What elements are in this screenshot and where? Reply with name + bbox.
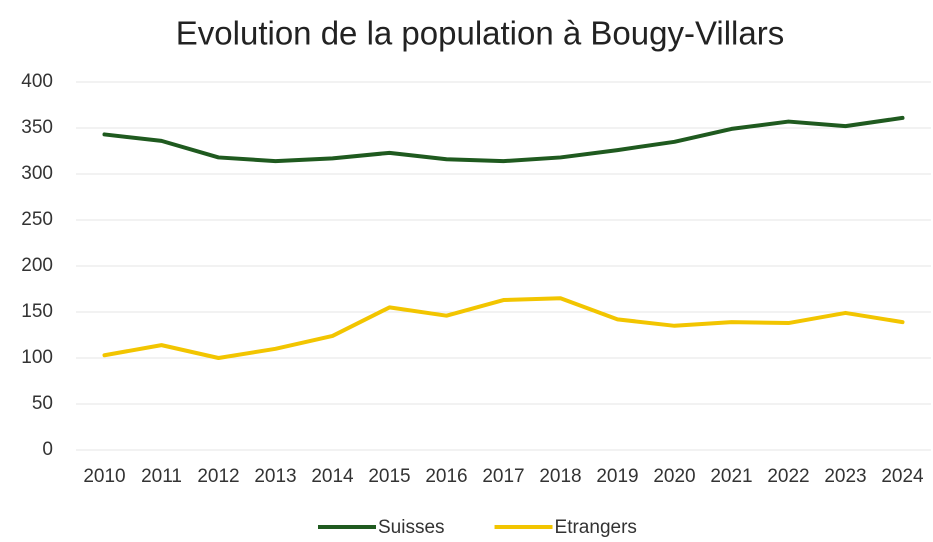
x-tick-label: 2011 (141, 466, 182, 487)
x-tick-label: 2016 (425, 466, 467, 487)
y-tick-label: 300 (21, 163, 53, 184)
x-tick-label: 2015 (368, 466, 410, 487)
chart-title: Evolution de la population à Bougy-Villa… (176, 15, 784, 52)
x-tick-label: 2022 (767, 466, 809, 487)
x-tick-label: 2019 (596, 466, 638, 487)
legend-label: Etrangers (555, 517, 637, 538)
y-tick-label: 400 (21, 71, 53, 92)
series-line (102, 115, 905, 164)
series-line (102, 296, 905, 360)
x-tick-label: 2018 (539, 466, 581, 487)
x-tick-label: 2020 (653, 466, 695, 487)
y-tick-label: 150 (21, 301, 53, 322)
x-tick-label: 2021 (710, 466, 752, 487)
y-tick-label: 200 (21, 255, 53, 276)
x-tick-label: 2017 (482, 466, 524, 487)
y-tick-label: 100 (21, 347, 53, 368)
x-tick-label: 2023 (824, 466, 866, 487)
y-tick-label: 250 (21, 209, 53, 230)
y-tick-label: 0 (42, 439, 53, 460)
y-tick-label: 350 (21, 117, 53, 138)
x-tick-label: 2014 (311, 466, 354, 487)
x-tick-label: 2012 (197, 466, 239, 487)
x-tick-label: 2010 (83, 466, 125, 487)
x-tick-label: 2024 (881, 466, 924, 487)
x-tick-label: 2013 (254, 466, 296, 487)
legend-label: Suisses (378, 517, 445, 538)
y-tick-label: 50 (32, 393, 53, 414)
